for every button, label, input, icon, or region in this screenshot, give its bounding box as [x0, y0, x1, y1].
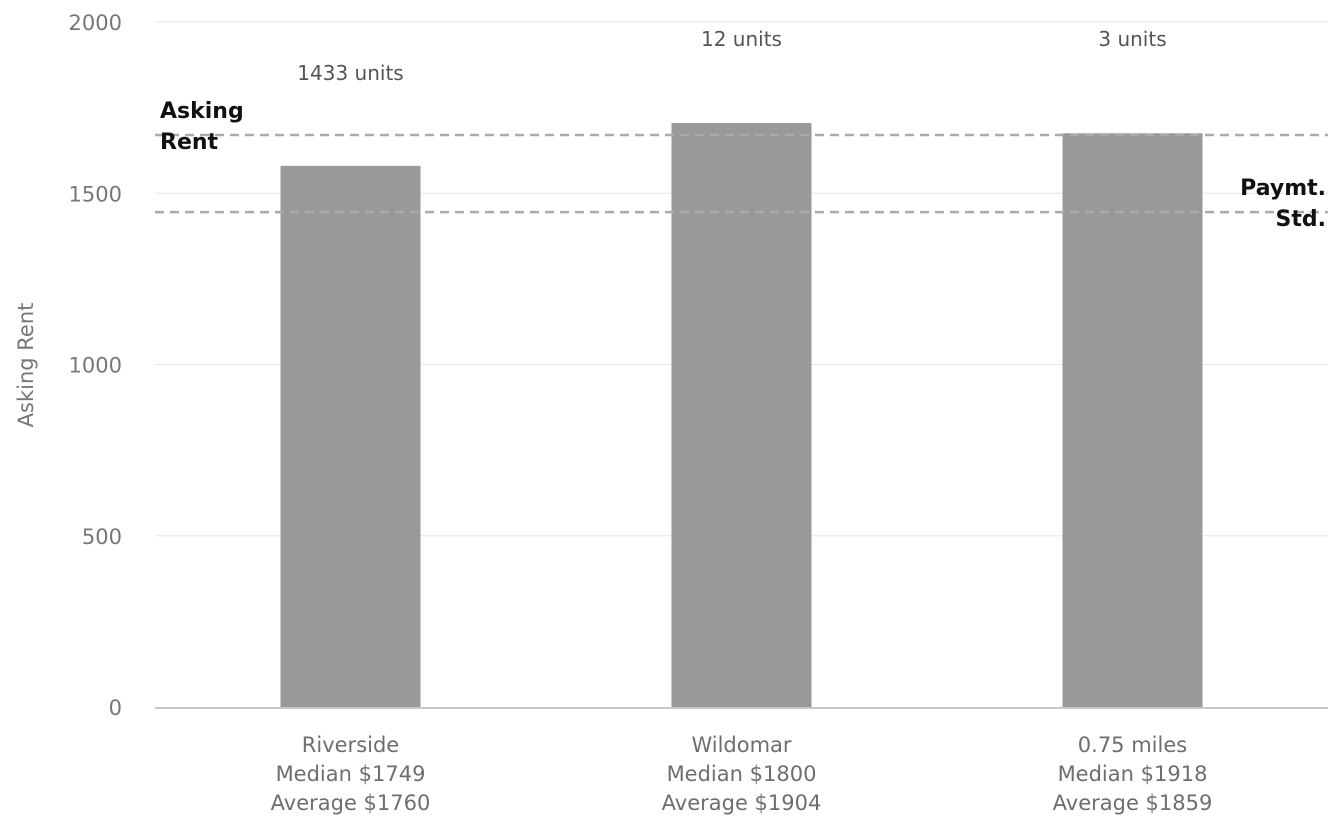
- y-tick-label: 0: [109, 696, 122, 720]
- reference-line-label: Rent: [160, 130, 219, 155]
- bar: [1062, 133, 1203, 707]
- x-category-label: 0.75 miles: [1078, 733, 1187, 757]
- y-tick-label: 2000: [69, 11, 122, 35]
- y-tick-label: 1000: [69, 354, 122, 378]
- bar: [280, 165, 421, 708]
- bar-units-label: 1433 units: [297, 61, 403, 85]
- x-category-sublabel: Median $1918: [1058, 762, 1208, 786]
- y-tick-label: 500: [82, 525, 122, 549]
- bar-units-label: 12 units: [701, 27, 782, 51]
- x-category-sublabel: Median $1749: [276, 762, 426, 786]
- reference-lines: [155, 133, 1328, 214]
- reference-line-label: Asking: [160, 99, 244, 124]
- x-category-sublabel: Average $1904: [662, 791, 822, 815]
- x-category-label: Wildomar: [691, 733, 791, 757]
- x-category-label: Riverside: [302, 733, 399, 757]
- reference-line-label: Paymt.: [1240, 176, 1326, 201]
- reference-line-label: Std.: [1276, 207, 1326, 232]
- bar: [671, 123, 812, 708]
- x-category-sublabel: Average $1859: [1053, 791, 1213, 815]
- bar-units-label: 3 units: [1098, 27, 1166, 51]
- y-axis-title: Asking Rent: [14, 303, 38, 428]
- x-category-sublabel: Median $1800: [667, 762, 817, 786]
- x-category-sublabel: Average $1760: [271, 791, 431, 815]
- y-tick-label: 1500: [69, 182, 122, 206]
- bars: [280, 123, 1203, 708]
- labels: 0 500 1000 1500 2000 1433 units Riverside Media…: [69, 11, 1326, 815]
